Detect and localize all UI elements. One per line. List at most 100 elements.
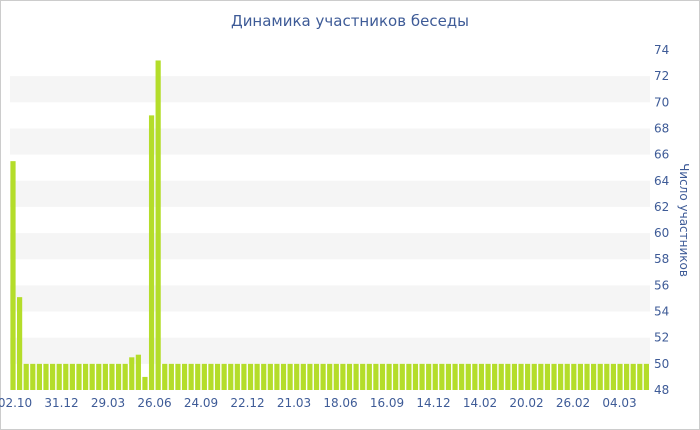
bar[interactable] xyxy=(175,363,181,390)
bar[interactable] xyxy=(459,363,465,390)
bar[interactable] xyxy=(333,363,339,390)
bar[interactable] xyxy=(379,363,386,390)
bar[interactable] xyxy=(353,363,359,390)
bar[interactable] xyxy=(307,363,313,390)
x-tick-label: 29.03 xyxy=(91,396,125,410)
bar[interactable] xyxy=(604,363,610,390)
bar[interactable] xyxy=(115,363,122,390)
bar[interactable] xyxy=(452,363,458,390)
bar[interactable] xyxy=(551,363,557,390)
bar[interactable] xyxy=(30,363,36,390)
bar[interactable] xyxy=(366,363,372,390)
bar[interactable] xyxy=(373,363,379,390)
bar[interactable] xyxy=(49,363,56,390)
bar[interactable] xyxy=(287,363,293,390)
bar[interactable] xyxy=(102,363,108,390)
bar[interactable] xyxy=(69,363,75,390)
bar[interactable] xyxy=(564,363,570,390)
bar[interactable] xyxy=(346,363,353,390)
bar[interactable] xyxy=(89,363,95,390)
bar[interactable] xyxy=(155,60,161,391)
bar[interactable] xyxy=(399,363,405,390)
bar[interactable] xyxy=(538,363,544,390)
bar[interactable] xyxy=(313,363,320,390)
bar[interactable] xyxy=(280,363,287,390)
bar[interactable] xyxy=(643,363,649,390)
bar[interactable] xyxy=(571,363,577,390)
bar[interactable] xyxy=(129,357,135,390)
y-tick-label: 62 xyxy=(654,200,669,214)
bar[interactable] xyxy=(577,363,584,390)
bar[interactable] xyxy=(393,363,399,390)
bar[interactable] xyxy=(221,363,227,390)
bar[interactable] xyxy=(419,363,425,390)
bar[interactable] xyxy=(597,363,603,390)
bar[interactable] xyxy=(43,363,49,390)
bar[interactable] xyxy=(122,363,128,390)
bar[interactable] xyxy=(17,297,23,390)
bar[interactable] xyxy=(23,363,29,390)
bar[interactable] xyxy=(465,363,471,390)
bar[interactable] xyxy=(201,363,207,390)
bar[interactable] xyxy=(617,363,623,390)
bar[interactable] xyxy=(485,363,491,390)
bar[interactable] xyxy=(162,363,168,390)
bar[interactable] xyxy=(36,363,42,390)
bar[interactable] xyxy=(267,363,273,390)
bar[interactable] xyxy=(195,363,201,390)
bar[interactable] xyxy=(274,363,280,390)
bar[interactable] xyxy=(294,363,300,390)
bar[interactable] xyxy=(472,363,478,390)
bar[interactable] xyxy=(492,363,498,390)
bar[interactable] xyxy=(406,363,412,390)
bar[interactable] xyxy=(558,363,564,390)
bar[interactable] xyxy=(518,363,524,390)
bar[interactable] xyxy=(142,376,148,390)
bar[interactable] xyxy=(445,363,452,390)
bar[interactable] xyxy=(241,363,247,390)
bar[interactable] xyxy=(300,363,306,390)
bar[interactable] xyxy=(228,363,234,390)
bar[interactable] xyxy=(208,363,214,390)
bar[interactable] xyxy=(478,363,485,390)
bar[interactable] xyxy=(584,363,590,390)
bar[interactable] xyxy=(624,363,630,390)
bar[interactable] xyxy=(254,363,260,390)
bar[interactable] xyxy=(544,363,551,390)
bar[interactable] xyxy=(340,363,346,390)
bar[interactable] xyxy=(327,363,333,390)
bar[interactable] xyxy=(505,363,511,390)
bar[interactable] xyxy=(591,363,597,390)
bar[interactable] xyxy=(188,363,194,390)
bar[interactable] xyxy=(432,363,438,390)
bar[interactable] xyxy=(135,354,141,390)
bar[interactable] xyxy=(360,363,366,390)
bar[interactable] xyxy=(637,363,643,390)
bar[interactable] xyxy=(234,363,240,390)
bar[interactable] xyxy=(56,363,62,390)
bar[interactable] xyxy=(214,363,221,390)
bar[interactable] xyxy=(96,363,102,390)
bar[interactable] xyxy=(426,363,432,390)
bar[interactable] xyxy=(525,363,531,390)
bar[interactable] xyxy=(63,363,69,390)
bar[interactable] xyxy=(511,363,518,390)
bar[interactable] xyxy=(168,363,174,390)
bar[interactable] xyxy=(10,161,16,390)
bar[interactable] xyxy=(181,363,188,390)
bar[interactable] xyxy=(412,363,419,390)
bar[interactable] xyxy=(109,363,115,390)
bar[interactable] xyxy=(320,363,326,390)
bar[interactable] xyxy=(531,363,537,390)
bar[interactable] xyxy=(610,363,617,390)
bar[interactable] xyxy=(261,363,267,390)
bar[interactable] xyxy=(148,115,155,390)
bar[interactable] xyxy=(498,363,504,390)
bar[interactable] xyxy=(439,363,445,390)
bar[interactable] xyxy=(247,363,254,390)
bar[interactable] xyxy=(386,363,392,390)
bar[interactable] xyxy=(630,363,636,390)
bar[interactable] xyxy=(82,363,89,390)
bar[interactable] xyxy=(76,363,82,390)
